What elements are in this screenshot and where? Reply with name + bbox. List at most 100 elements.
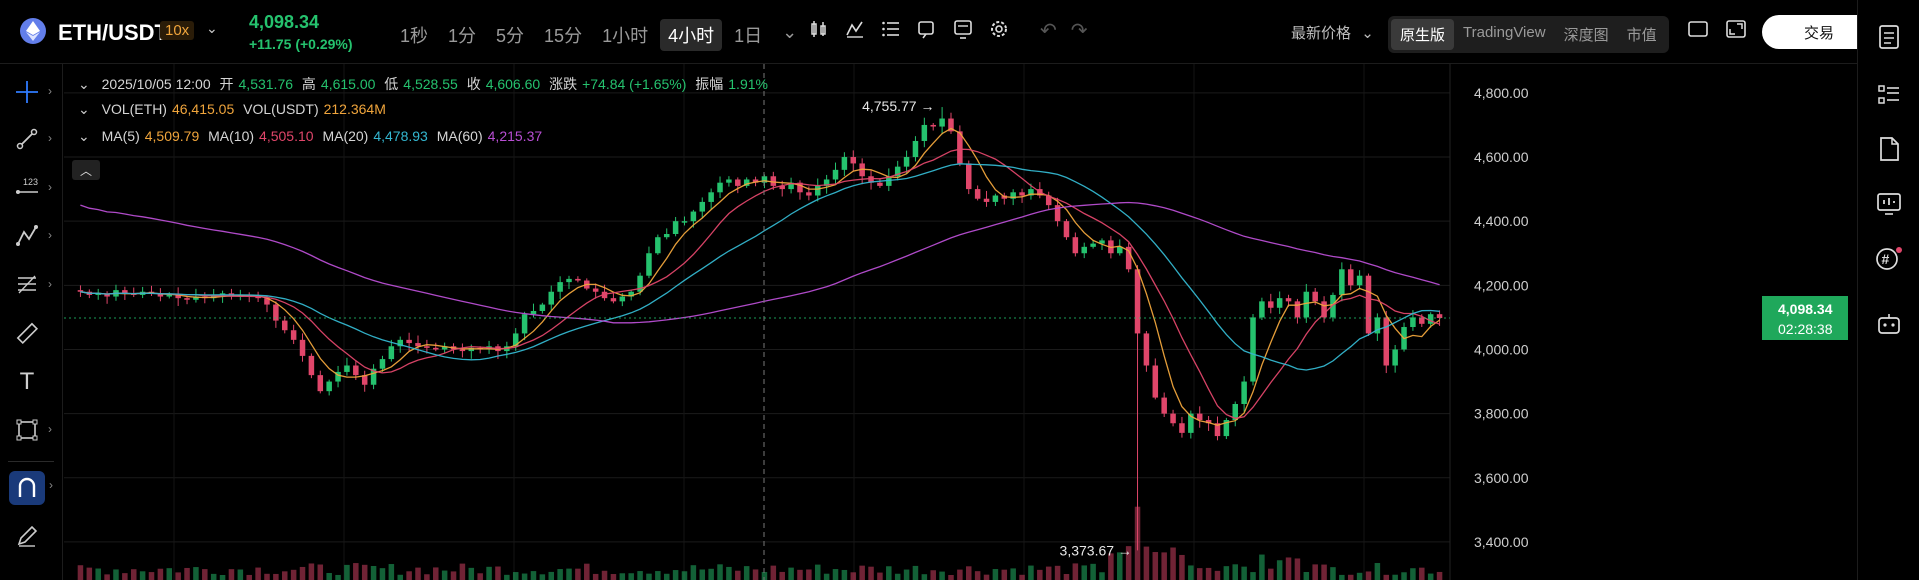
orderbook-icon[interactable] <box>1874 22 1904 52</box>
candle-body <box>1374 317 1381 334</box>
shape-tool[interactable]: › <box>12 415 52 445</box>
volume-bar <box>317 564 324 580</box>
pattern-tool[interactable]: › <box>12 221 52 251</box>
interval-15m[interactable]: 15分 <box>544 26 583 46</box>
ohlc-legend: ⌄ 2025/10/05 12:00 开 4,531.76 高 4,615.00 低… <box>78 74 773 94</box>
collapse-legend-button[interactable]: ︿ <box>72 160 100 180</box>
volume-bar <box>1179 554 1185 580</box>
tab-market-cap[interactable]: 市值 <box>1626 27 1657 44</box>
tab-tradingview[interactable]: TradingView <box>1463 24 1546 41</box>
volume-bar <box>1054 565 1061 580</box>
candle-body <box>397 339 403 347</box>
indicators-icon[interactable] <box>844 18 866 40</box>
price-type-select[interactable]: 最新价格 ⌄ <box>1291 22 1374 43</box>
volume-bar <box>1401 572 1407 580</box>
volume-bar <box>361 564 368 580</box>
list-settings-icon[interactable] <box>880 18 902 40</box>
volume-bar <box>1312 564 1318 580</box>
chevron-right-icon[interactable]: › <box>48 180 52 194</box>
volume-bar <box>406 571 412 580</box>
interval-1s[interactable]: 1秒 <box>400 26 429 46</box>
brush-tool[interactable] <box>12 521 42 551</box>
chevron-right-icon[interactable]: › <box>48 228 52 242</box>
chevron-right-icon[interactable]: › <box>49 478 53 492</box>
volume-bar <box>832 569 839 580</box>
volume-bar <box>157 568 164 580</box>
chevron-right-icon[interactable]: › <box>48 422 52 436</box>
volume-bar <box>886 566 892 580</box>
candle-type-icon[interactable] <box>808 18 830 40</box>
interval-1d[interactable]: 1日 <box>734 26 763 46</box>
interval-4h[interactable]: 4小时 <box>660 19 723 51</box>
volume-bar <box>965 566 972 580</box>
vol-usdt-label: VOL(USDT) <box>243 101 319 117</box>
trades-list-icon[interactable] <box>1874 80 1904 110</box>
chevron-right-icon[interactable]: › <box>48 84 52 98</box>
chevron-down-icon[interactable]: ⌄ <box>78 101 90 117</box>
volume-bar <box>122 573 128 580</box>
hashtag-chat-icon[interactable]: # <box>1874 244 1904 274</box>
template-icon[interactable] <box>952 18 974 40</box>
volume-bar <box>486 566 492 580</box>
volume-bar <box>450 571 457 580</box>
candle-body <box>992 195 999 202</box>
interval-more-chevron-icon[interactable]: ⌄ <box>782 22 798 42</box>
chevron-right-icon[interactable]: › <box>48 277 52 291</box>
price-chart[interactable]: 4,800.00 4,600.00 4,400.00 4,200.00 4,000.00… <box>64 64 1854 580</box>
number-line-icon: 123 <box>16 177 38 194</box>
fib-tool[interactable]: › <box>12 270 52 300</box>
candle-body <box>939 118 945 127</box>
change-label: 涨跌 <box>549 76 578 92</box>
ruler-tool[interactable] <box>12 318 42 348</box>
candle-body <box>379 359 386 369</box>
screenshot-icon[interactable] <box>916 18 938 40</box>
candle-body <box>655 237 661 254</box>
candle-body <box>601 291 608 299</box>
candle-body <box>1436 314 1443 319</box>
high-label: 高 <box>301 76 316 92</box>
right-sidebar: # <box>1857 0 1919 580</box>
candle-body <box>557 282 563 292</box>
crosshair-tool[interactable]: › <box>12 77 52 107</box>
interval-1h[interactable]: 1小时 <box>602 26 649 46</box>
volume-bar <box>210 573 217 580</box>
interval-5m[interactable]: 5分 <box>496 26 525 46</box>
candle-body <box>735 179 741 186</box>
amplitude-value: 1.91% <box>728 76 768 92</box>
undo-icon[interactable]: ↶ <box>1040 20 1057 42</box>
bot-icon[interactable] <box>1874 309 1904 339</box>
trend-line-tool[interactable]: › <box>12 124 52 154</box>
ma5-line <box>80 127 1440 426</box>
tab-depth[interactable]: 深度图 <box>1563 27 1609 44</box>
candle-body <box>868 176 874 183</box>
magnet-tool[interactable]: › <box>9 471 53 505</box>
ma20-value: 4,478.93 <box>373 128 428 144</box>
candle-body <box>886 176 892 186</box>
volume-bar <box>584 563 590 580</box>
document-icon[interactable] <box>1874 134 1904 164</box>
gear-icon[interactable] <box>988 18 1010 40</box>
text-tool[interactable]: T <box>12 367 42 397</box>
chevron-down-icon[interactable]: ⌄ <box>206 20 218 36</box>
candle-body <box>77 290 84 292</box>
candle-body <box>539 304 546 311</box>
chevron-right-icon[interactable]: › <box>48 131 52 145</box>
tab-native[interactable]: 原生版 <box>1391 19 1455 50</box>
price-range-tool[interactable]: 123 › <box>12 173 52 203</box>
volume-bar <box>575 568 581 580</box>
candle-body <box>1143 333 1150 366</box>
chevron-down-icon[interactable]: ⌄ <box>78 76 90 92</box>
candle-body <box>1321 301 1327 318</box>
volume-bar <box>184 567 190 580</box>
chevron-down-icon[interactable]: ⌄ <box>78 128 90 144</box>
fullscreen-icon[interactable] <box>1726 20 1746 43</box>
layout-icon[interactable] <box>1688 20 1708 43</box>
chart-monitor-icon[interactable] <box>1874 189 1904 219</box>
price-change: +11.75 (+0.29%) <box>249 36 353 52</box>
redo-icon[interactable]: ↷ <box>1070 20 1088 42</box>
pair-name[interactable]: ETH/USDT <box>58 20 168 45</box>
candle-body <box>1019 192 1025 196</box>
interval-1m[interactable]: 1分 <box>448 26 477 46</box>
candle-body <box>353 365 359 376</box>
volume-bar <box>743 566 750 580</box>
